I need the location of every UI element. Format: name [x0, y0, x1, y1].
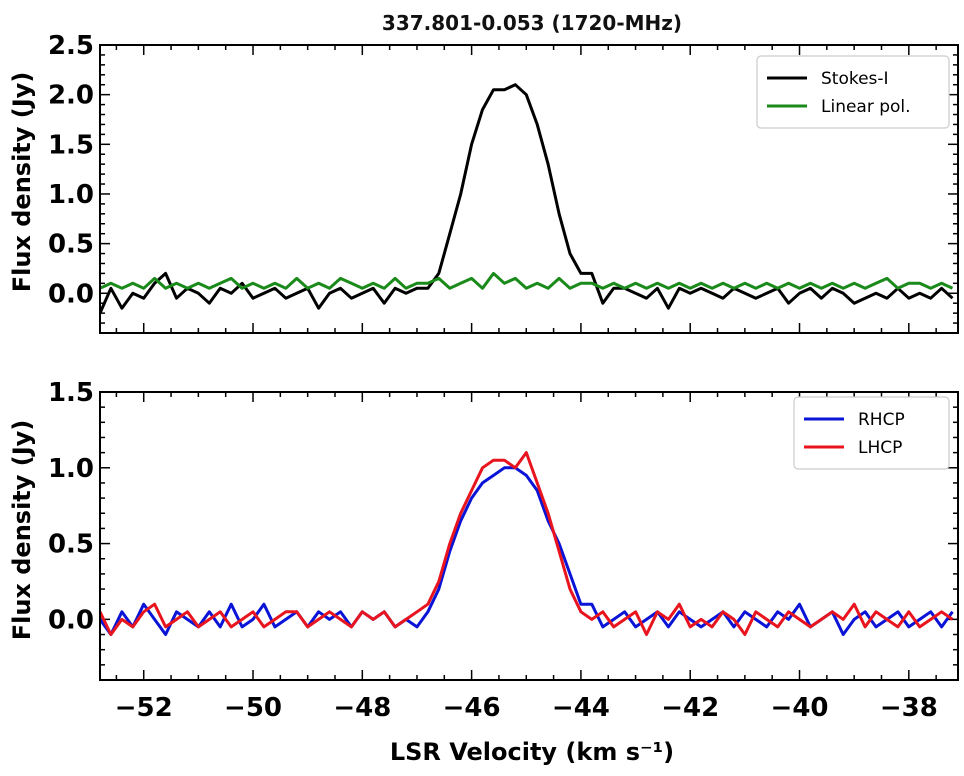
- x-tick-label: −38: [880, 693, 938, 723]
- y-tick-label: 0.5: [48, 230, 94, 260]
- x-tick-label: −44: [552, 693, 610, 723]
- y-tick-label: 1.5: [48, 378, 94, 408]
- y-tick-label: 0.5: [48, 530, 94, 560]
- bottom-y-axis-label: Flux density (Jy): [8, 420, 36, 641]
- top-y-axis-label: Flux density (Jy): [8, 72, 36, 293]
- axes-frame: [99, 44, 959, 334]
- top-panel: 0.0 0.5 1.0 1.5 2.0 2.5 Stokes-I Linear pol.: [48, 31, 959, 334]
- legend-label-rhcp: RHCP: [858, 410, 905, 430]
- legend-label-lhcp: LHCP: [858, 438, 902, 458]
- y-tick-label: 0.0: [48, 605, 94, 635]
- x-tick-label: −42: [661, 693, 719, 723]
- chart-title: 337.801-0.053 (1720-MHz): [382, 11, 682, 35]
- legend: RHCP LHCP: [793, 396, 950, 470]
- x-tick-label: −52: [115, 693, 173, 723]
- y-tick-label: 2.5: [48, 31, 94, 61]
- x-tick-label: −40: [771, 693, 829, 723]
- series-line-rhcp: [100, 466, 954, 636]
- x-tick-label: −48: [333, 693, 391, 723]
- series-line-lhcp: [100, 451, 954, 636]
- legend: Stokes-I Linear pol.: [756, 55, 950, 129]
- legend-box: [793, 396, 950, 470]
- y-tick-label: 0.0: [48, 279, 94, 309]
- y-tick-label: 2.0: [48, 81, 94, 111]
- legend-label-stokes-i: Stokes-I: [821, 69, 889, 89]
- axes-frame: [99, 391, 959, 681]
- bottom-panel: 0.0 0.5 1.0 1.5 −52 −50 −48 −46 −44 −42 −40 −38 RHCP…: [48, 378, 959, 723]
- series-line-stokes-i: [100, 83, 954, 314]
- series-line-linear-pol: [100, 271, 954, 290]
- y-tick-label: 1.0: [48, 454, 94, 484]
- y-tick-label: 1.0: [48, 180, 94, 210]
- x-tick-label: −46: [443, 693, 501, 723]
- x-axis-label: LSR Velocity (km s⁻¹): [390, 738, 674, 766]
- legend-label-linear-pol: Linear pol.: [821, 97, 911, 117]
- x-tick-label: −50: [224, 693, 282, 723]
- legend-box: [756, 55, 950, 129]
- y-tick-label: 1.5: [48, 130, 94, 160]
